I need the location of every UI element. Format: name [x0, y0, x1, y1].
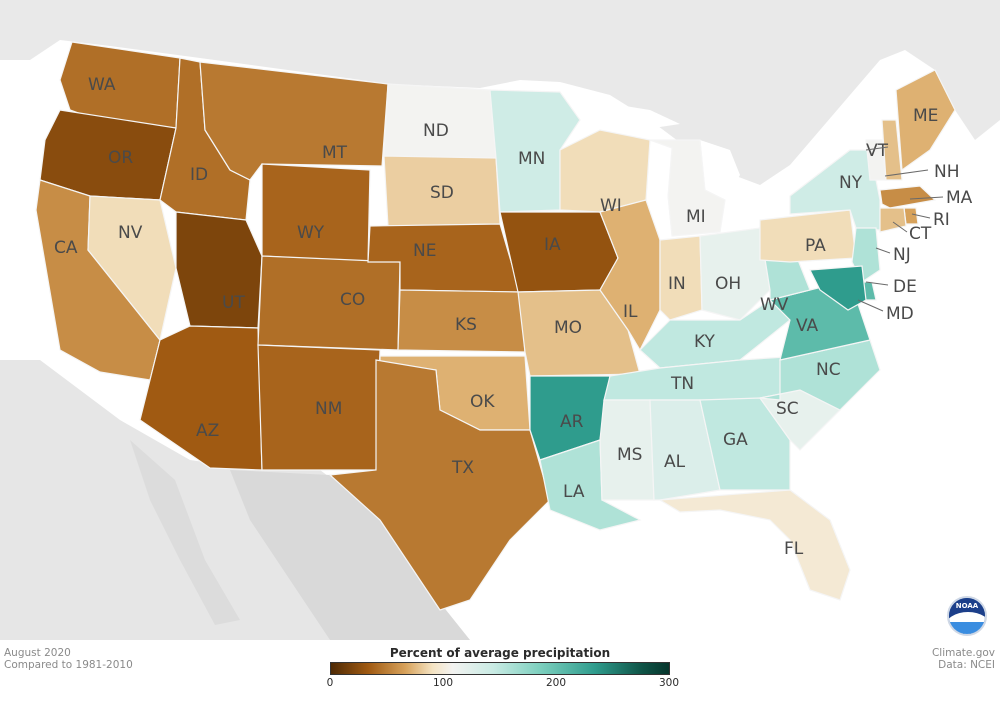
state-label: NH	[934, 162, 960, 182]
state-label: SC	[776, 399, 799, 419]
state-az	[139, 325, 263, 471]
state-label: OH	[715, 274, 741, 294]
state-label: WI	[600, 196, 622, 216]
state-label: MN	[518, 149, 545, 169]
state-label: LA	[563, 482, 585, 502]
state-ga	[699, 397, 791, 491]
footer-baseline: Compared to 1981-2010	[4, 659, 133, 671]
state-ma	[879, 185, 937, 209]
legend-color-bar	[330, 662, 670, 675]
legend-tick-300: 300	[658, 677, 680, 689]
state-ut	[175, 211, 263, 329]
callout-lines	[857, 146, 944, 312]
state-wy	[261, 163, 371, 263]
legend-tick-0: 0	[326, 677, 334, 689]
state-label: NE	[413, 241, 436, 261]
lake-michigan	[646, 140, 672, 238]
state-label: CO	[340, 290, 365, 310]
canada-land	[0, 0, 1000, 185]
state-label: ND	[423, 121, 449, 141]
state-label: UT	[222, 293, 245, 313]
state-label: WY	[297, 223, 325, 243]
state-label: WV	[760, 295, 789, 315]
state-label: ID	[190, 165, 208, 185]
state-label-layer: WA OR CA NV ID MT WY UT AZ CO NM ND SD N…	[54, 75, 973, 559]
state-md	[809, 265, 867, 311]
noaa-logo: NOAA	[947, 596, 987, 636]
footer-date: August 2020	[4, 647, 71, 659]
state-label: RI	[933, 210, 950, 230]
state-label: FL	[784, 539, 804, 559]
state-label: MS	[617, 445, 642, 465]
state-nv	[87, 195, 177, 342]
state-label: TX	[451, 458, 474, 478]
state-in	[659, 235, 703, 321]
state-label: NY	[839, 173, 863, 193]
state-label: KS	[455, 315, 477, 335]
state-label: VT	[866, 141, 889, 161]
footer-source-site: Climate.gov	[931, 647, 995, 659]
state-label: PA	[805, 236, 826, 256]
state-label: TN	[670, 374, 694, 394]
state-label: MT	[322, 143, 348, 163]
state-label: VA	[796, 316, 819, 336]
lake-huron	[700, 140, 740, 200]
state-label: MO	[554, 318, 582, 338]
logo-text: NOAA	[955, 602, 979, 610]
state-label: WA	[88, 75, 116, 95]
legend-title: Percent of average precipitation	[389, 646, 611, 660]
state-label: MD	[886, 304, 914, 324]
state-label: ME	[913, 106, 938, 126]
state-label: MI	[686, 207, 706, 227]
footer-left: August 2020 Compared to 1981-2010	[4, 647, 133, 671]
state-label: SD	[430, 183, 454, 203]
state-label: NV	[118, 223, 143, 243]
state-mi	[649, 139, 726, 237]
legend-tick-100: 100	[432, 677, 454, 689]
state-label: IN	[668, 274, 686, 294]
state-label: OR	[108, 148, 133, 168]
state-fl	[658, 489, 851, 601]
state-pa	[759, 209, 857, 263]
state-me	[895, 69, 956, 172]
mexico-mainland	[230, 470, 470, 640]
state-label: OK	[470, 392, 495, 412]
state-label: CT	[909, 224, 932, 244]
state-ms	[599, 399, 655, 501]
state-nc	[759, 339, 881, 411]
state-label: IA	[544, 235, 561, 255]
lake-superior	[560, 102, 680, 130]
state-label: NJ	[893, 245, 911, 265]
state-label: IL	[623, 302, 638, 322]
footer-data-source: Data: NCEI	[938, 659, 995, 671]
state-label: NC	[816, 360, 841, 380]
legend-tick-200: 200	[545, 677, 567, 689]
state-label: NM	[315, 399, 342, 419]
state-label: CA	[54, 238, 78, 258]
state-label: MA	[946, 188, 973, 208]
state-co	[257, 255, 401, 351]
state-label: AL	[664, 452, 686, 472]
state-nh	[881, 119, 903, 181]
baja-land	[130, 440, 240, 625]
state-label: GA	[723, 430, 748, 450]
state-tx	[328, 359, 551, 611]
state-label: AR	[560, 412, 584, 432]
state-al	[649, 399, 721, 501]
state-oh	[699, 227, 771, 321]
state-label: KY	[694, 332, 716, 352]
state-ct	[879, 207, 907, 233]
state-label: DE	[893, 277, 917, 297]
state-label: AZ	[196, 421, 219, 441]
states-layer	[35, 41, 956, 611]
footer-right: Climate.gov Data: NCEI	[932, 647, 995, 671]
